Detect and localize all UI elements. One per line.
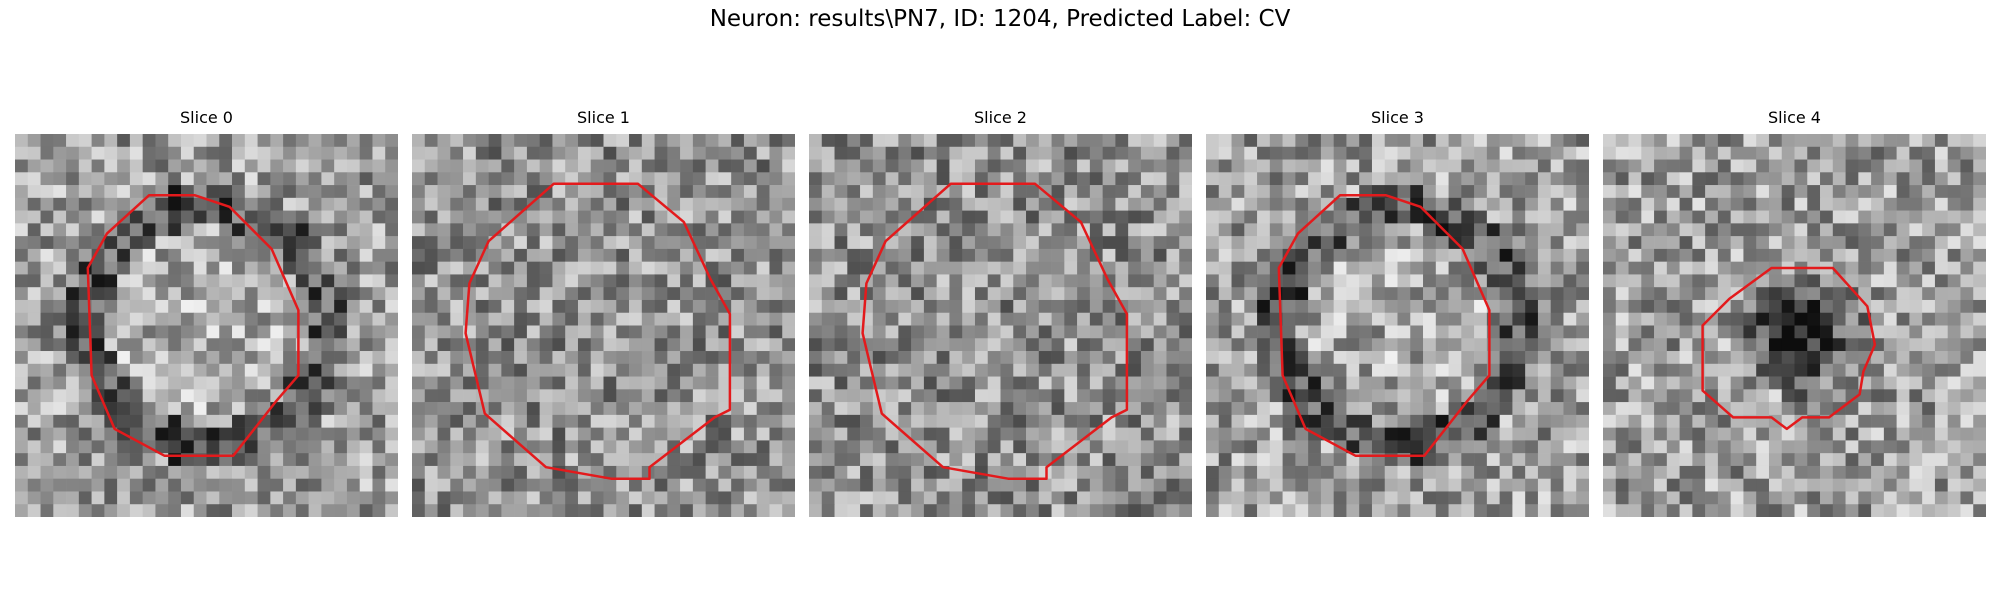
slice-3-pixels	[1206, 134, 1589, 517]
slice-0-contour	[86, 194, 300, 457]
slice-3-contour	[1277, 194, 1491, 457]
slice-4-contour	[1701, 266, 1877, 431]
slice-2-pixels	[809, 134, 1192, 517]
slice-4-svg	[1603, 134, 1986, 517]
slice-3-image	[1206, 134, 1589, 517]
slice-0-svg	[15, 134, 398, 517]
slice-0-image	[15, 134, 398, 517]
figure-title: Neuron: results\PN7, ID: 1204, Predicted…	[709, 6, 1291, 32]
slice-3-title: Slice 3	[1371, 108, 1424, 127]
slice-4-image	[1603, 134, 1986, 517]
slice-2-svg	[809, 134, 1192, 517]
slice-1-pixels	[412, 134, 795, 517]
slice-2-image	[809, 134, 1192, 517]
slice-3-svg	[1206, 134, 1589, 517]
slice-4-pixels	[1603, 134, 1986, 517]
slice-1-image	[412, 134, 795, 517]
slice-1-contour	[464, 182, 732, 480]
slice-2-contour	[861, 182, 1129, 480]
slice-4-title: Slice 4	[1768, 108, 1821, 127]
slice-0-pixels	[15, 134, 398, 517]
slice-1-title: Slice 1	[577, 108, 630, 127]
slice-0-title: Slice 0	[180, 108, 233, 127]
slice-2-title: Slice 2	[974, 108, 1027, 127]
slice-1-svg	[412, 134, 795, 517]
